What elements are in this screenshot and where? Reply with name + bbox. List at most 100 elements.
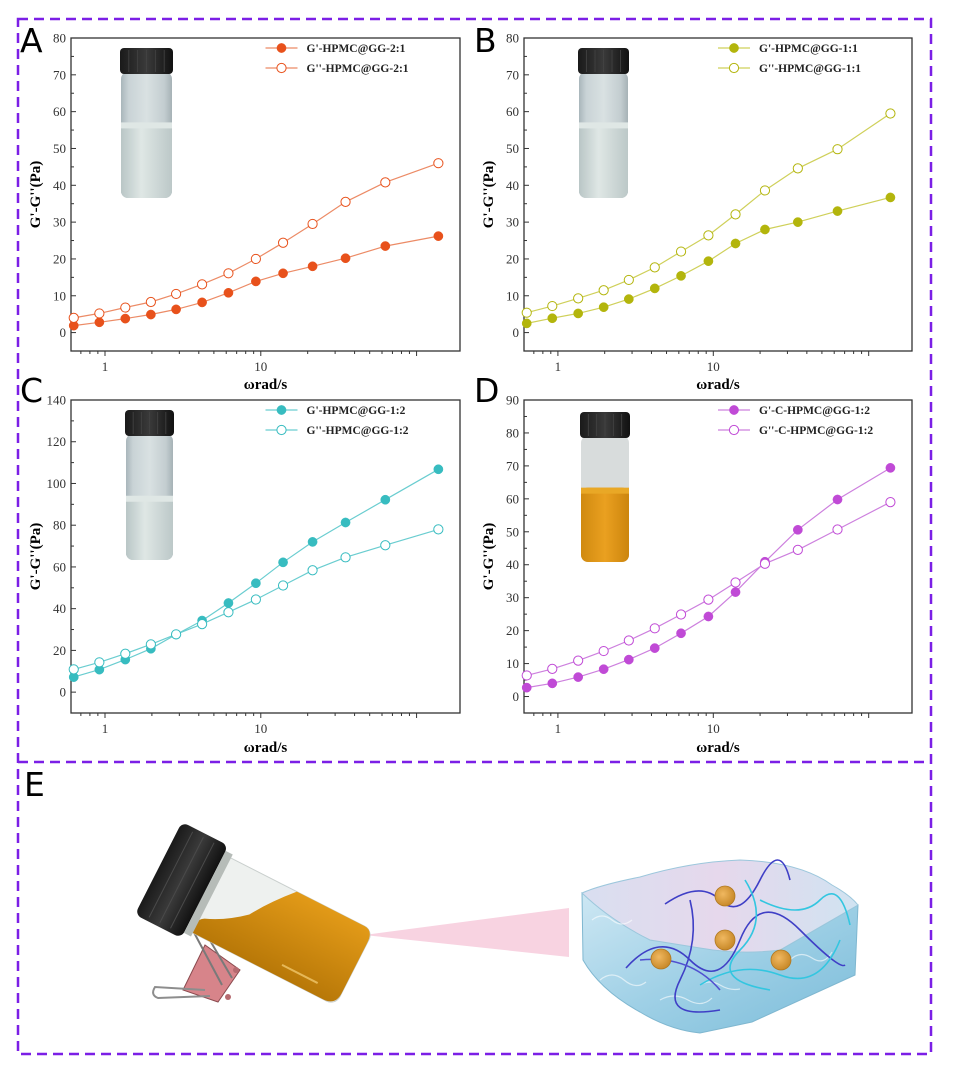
data-point — [573, 308, 584, 319]
y-tick-label: 60 — [506, 491, 519, 506]
data-point — [675, 609, 687, 620]
y-axis-title: G'-G''(Pa) — [28, 161, 44, 229]
y-tick-label: 40 — [53, 178, 66, 193]
data-point — [278, 557, 288, 568]
vial-inset-vial-white-translucent — [578, 48, 629, 198]
legend-label: G'-HPMC@GG-1:1 — [759, 43, 858, 55]
data-point — [623, 274, 634, 286]
data-point — [433, 464, 444, 475]
y-tick-label: 20 — [53, 643, 66, 658]
legend-item: G'-HPMC@GG-1:1 — [718, 43, 858, 55]
data-point — [68, 312, 79, 323]
plot-frame — [70, 399, 461, 714]
data-point — [649, 262, 660, 273]
data-point — [277, 237, 289, 248]
data-point — [547, 678, 558, 689]
x-axis-title: ωrad/s — [244, 377, 288, 393]
panel-letter-d: D — [474, 371, 499, 410]
data-point — [792, 544, 803, 556]
data-point — [623, 294, 634, 304]
y-tick-label: 100 — [47, 476, 67, 491]
data-point — [759, 185, 771, 196]
data-point — [885, 463, 896, 473]
data-point — [703, 230, 714, 241]
data-point — [547, 663, 558, 674]
hydrogel-network-illustration — [581, 859, 859, 1034]
data-point — [759, 558, 771, 569]
data-point — [547, 300, 558, 312]
x-axis-title: ωrad/s — [244, 740, 288, 756]
x-axis-title: ωrad/s — [696, 377, 740, 393]
legend-item: G''-C-HPMC@GG-1:2 — [718, 424, 873, 437]
data-point — [251, 578, 261, 589]
legend-label: G'-C-HPMC@GG-1:2 — [759, 405, 870, 417]
data-point — [676, 628, 686, 639]
data-point — [223, 287, 234, 298]
data-point — [547, 313, 558, 324]
chart-panel-d: D 0 10 20 30 40 50 60 70 80 90 1 10 ωrad/s G'-G''(Pa) G… — [474, 371, 913, 756]
data-point — [307, 261, 318, 272]
x-tick-label: 10 — [707, 721, 720, 736]
y-tick-label: 40 — [53, 601, 66, 616]
data-point — [340, 517, 351, 528]
x-tick-label: 10 — [254, 359, 267, 374]
chart-panel-a: A 0 10 20 30 40 50 60 70 80 1 10 ωrad/s G'-G''(Pa) G'-… — [20, 21, 461, 393]
y-tick-label: 40 — [506, 178, 519, 193]
legend-marker — [728, 62, 740, 74]
data-point — [197, 297, 207, 308]
y-tick-label: 120 — [47, 434, 67, 449]
vial-inset-vial-white-translucent — [120, 48, 173, 198]
data-point — [703, 256, 714, 267]
data-point — [340, 196, 351, 207]
data-point — [120, 302, 131, 313]
data-point — [598, 664, 609, 675]
data-point — [573, 293, 584, 304]
data-point — [278, 268, 288, 279]
data-point — [196, 279, 208, 290]
data-point — [145, 296, 156, 308]
x-tick-label: 1 — [102, 721, 109, 736]
x-tick-label: 10 — [254, 721, 267, 736]
data-point — [598, 302, 609, 313]
data-point — [573, 672, 584, 682]
series-loss-modulus — [68, 524, 444, 675]
vial-meniscus — [126, 495, 173, 502]
data-point — [94, 317, 105, 328]
data-point — [649, 623, 660, 634]
legend-marker — [729, 405, 739, 415]
plot-frame — [523, 399, 913, 714]
data-point — [171, 304, 181, 315]
vial-inset-vial-white-opaque — [125, 410, 174, 560]
y-tick-label: 50 — [506, 141, 519, 156]
data-point — [223, 598, 234, 608]
plot-frame — [70, 37, 461, 352]
chart-panel-c: C 0 20 40 60 80 100 120 140 1 10 ωrad/s G'-G''(Pa) G'… — [20, 371, 461, 756]
data-point — [380, 494, 391, 505]
data-point — [250, 594, 261, 605]
y-tick-label: 80 — [53, 31, 66, 46]
data-point — [885, 108, 896, 119]
y-tick-label: 70 — [506, 458, 519, 473]
legend-label: G''-HPMC@GG-1:2 — [307, 425, 409, 437]
y-tick-label: 80 — [506, 31, 519, 46]
binder-clip — [152, 919, 241, 1003]
data-point — [703, 611, 714, 622]
data-point — [94, 657, 105, 668]
plot-frame — [523, 37, 913, 352]
data-point — [380, 241, 391, 251]
x-tick-label: 10 — [707, 359, 720, 374]
data-point — [832, 524, 843, 535]
series-loss-modulus — [68, 158, 444, 323]
legend-marker — [728, 424, 740, 436]
data-point — [832, 206, 843, 216]
vial-liquid — [579, 122, 628, 198]
chart-panel-b: B 0 10 20 30 40 50 60 70 80 1 10 ωrad/s G'-G''(Pa) G'-… — [474, 21, 913, 393]
data-point — [730, 587, 741, 597]
data-point — [145, 639, 156, 650]
data-point — [832, 144, 843, 155]
x-tick-label: 1 — [102, 359, 109, 374]
data-point — [649, 643, 660, 653]
data-point — [307, 565, 318, 576]
y-tick-label: 20 — [506, 623, 519, 638]
